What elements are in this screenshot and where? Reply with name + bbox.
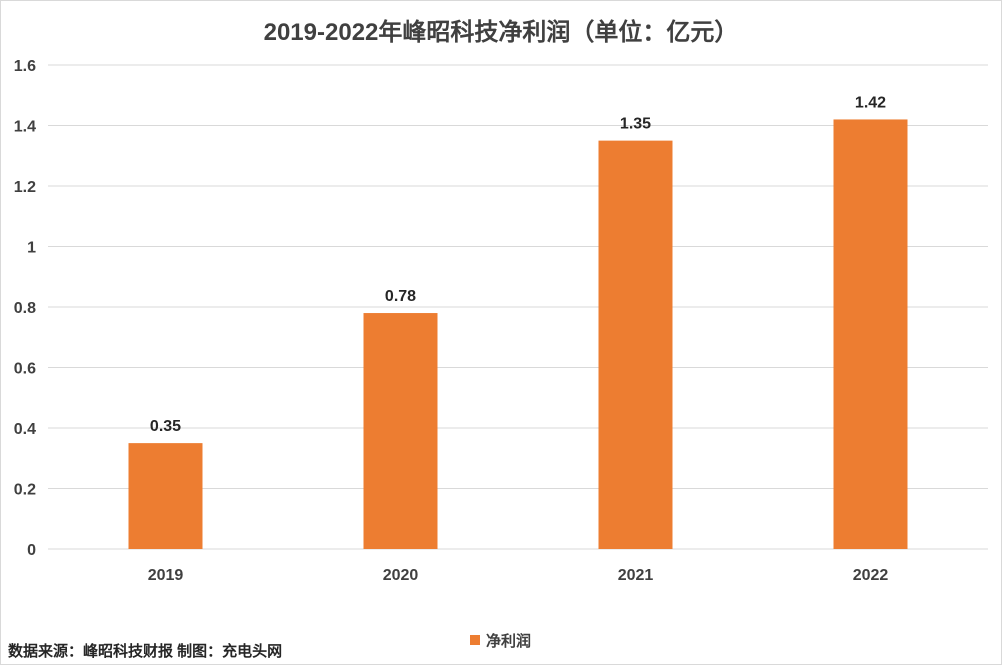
chart-title: 2019-2022年峰昭科技净利润（单位：亿元） (263, 19, 739, 46)
bar-2020 (363, 313, 438, 549)
x-axis-ticks: 2019 2020 2021 2022 (148, 567, 889, 584)
y-tick-label: 1 (27, 240, 36, 257)
x-tick-label-2021: 2021 (618, 567, 654, 584)
y-tick-label: 0.2 (14, 482, 36, 499)
y-tick-label: 0.6 (14, 361, 36, 378)
bars (128, 119, 908, 549)
y-tick-label: 0.4 (14, 421, 36, 438)
data-labels: 0.35 0.78 1.35 1.42 (150, 94, 886, 435)
data-label-2020: 0.78 (385, 288, 416, 305)
x-tick-label-2019: 2019 (148, 567, 184, 584)
data-label-2022: 1.42 (855, 94, 886, 111)
bar-2019 (128, 443, 203, 549)
legend: 净利润 (470, 630, 531, 650)
data-label-2019: 0.35 (150, 418, 181, 435)
source-note: 数据来源：峰昭科技财报 制图：充电头网 (8, 643, 283, 660)
legend-label: 净利润 (486, 632, 532, 650)
y-tick-label: 0 (27, 542, 36, 559)
y-tick-label: 1.6 (14, 58, 36, 75)
bar-2022 (833, 119, 908, 549)
legend-swatch (470, 635, 480, 645)
y-tick-label: 0.8 (14, 300, 36, 317)
data-label-2021: 1.35 (620, 116, 651, 133)
bar-2021 (598, 140, 673, 549)
y-tick-label: 1.4 (14, 119, 36, 136)
x-tick-label-2022: 2022 (853, 567, 889, 584)
y-axis-ticks: 0 0.2 0.4 0.6 0.8 1 1.2 1.4 1.6 (14, 58, 36, 559)
x-tick-label-2020: 2020 (383, 567, 419, 584)
gridlines (48, 64, 988, 550)
y-tick-label: 1.2 (14, 179, 36, 196)
